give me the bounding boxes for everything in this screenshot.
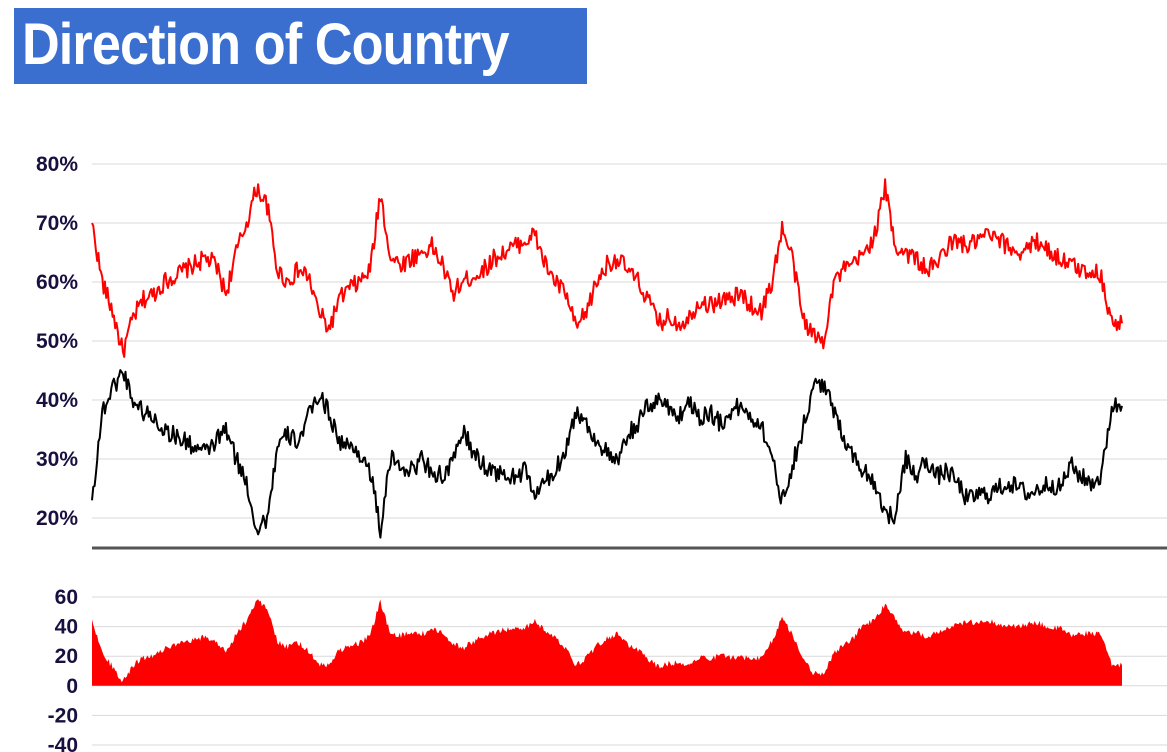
- bottom-chart-y-ticks: -40 -20 0 20 40 60: [48, 586, 78, 752]
- bottom-y-tick-label: 60: [55, 586, 78, 609]
- bottom-chart-area-series: [92, 599, 1122, 686]
- black-line-series: [91, 369, 1123, 539]
- top-chart-gridlines: [92, 163, 1167, 519]
- top-y-tick-label: 50%: [36, 330, 78, 353]
- top-y-tick-label: 30%: [36, 448, 78, 471]
- red-area-series: [92, 599, 1122, 686]
- bottom-y-tick-label: 20: [55, 645, 78, 668]
- bottom-y-tick-label: 0: [66, 675, 78, 698]
- bottom-y-tick-label: 40: [55, 616, 78, 639]
- top-y-tick-label: 40%: [36, 389, 78, 412]
- top-y-tick-label: 70%: [36, 212, 78, 235]
- top-chart-y-ticks: 20% 30% 40% 50% 60% 70% 80%: [36, 153, 78, 530]
- top-y-tick-label: 80%: [36, 153, 78, 176]
- top-y-tick-label: 60%: [36, 271, 78, 294]
- top-chart-line-series: [91, 178, 1123, 539]
- chart-title: Direction of Country: [22, 12, 510, 77]
- top-y-tick-label: 20%: [36, 507, 78, 530]
- bottom-y-tick-label: -40: [48, 734, 78, 752]
- bottom-y-tick-label: -20: [48, 704, 78, 727]
- red-line-series: [91, 178, 1123, 358]
- title-banner: Direction of Country: [14, 8, 587, 84]
